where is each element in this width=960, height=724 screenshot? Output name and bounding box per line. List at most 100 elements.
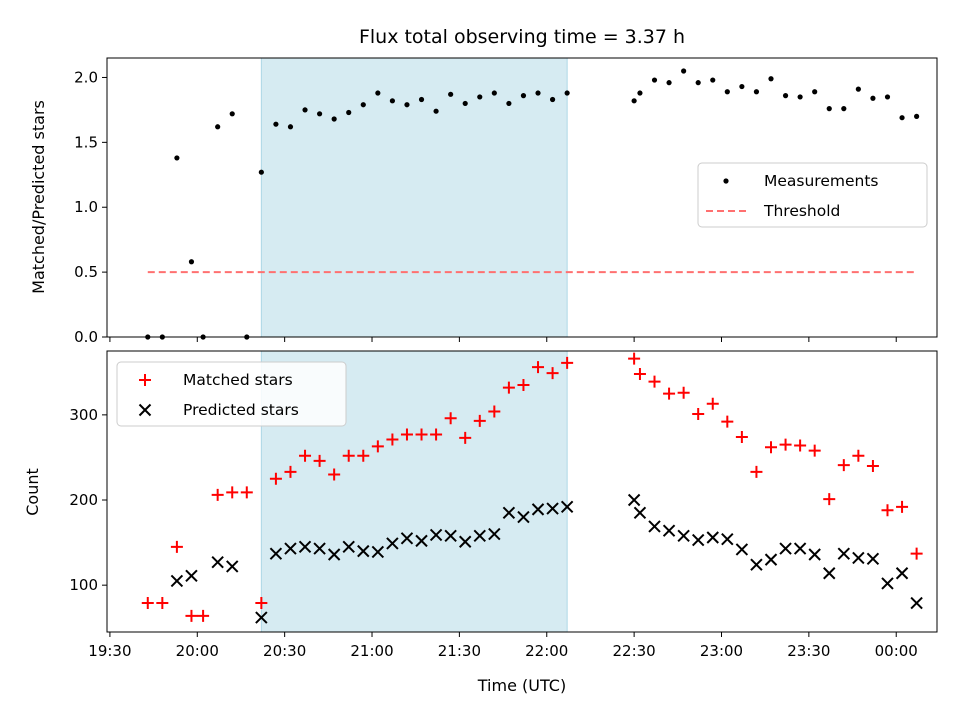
measurement-point xyxy=(273,121,279,127)
predicted-star-point xyxy=(269,547,283,560)
measurement-point xyxy=(215,124,221,130)
predicted-star-point xyxy=(211,555,224,569)
matched-star-point xyxy=(185,609,198,622)
x-tick-label: 21:00 xyxy=(350,642,393,660)
predicted-star-point xyxy=(866,552,880,565)
predicted-star-point xyxy=(627,493,641,507)
predicted-star-point xyxy=(750,558,763,571)
measurement-point xyxy=(302,107,308,113)
measurement-point xyxy=(651,77,658,83)
x-tick-label: 20:00 xyxy=(176,642,219,660)
measurement-point xyxy=(826,106,832,112)
matched-star-point xyxy=(371,440,384,453)
bottom-y-axis-label: Count xyxy=(23,468,42,516)
predicted-star-point xyxy=(662,524,676,537)
x-tick-label: 22:30 xyxy=(613,642,656,660)
matched-star-point xyxy=(779,438,792,451)
measurement-point xyxy=(174,155,180,161)
matched-star-point xyxy=(211,488,224,501)
matched-star-point xyxy=(896,500,909,513)
measurement-point xyxy=(346,109,352,116)
matched-star-point xyxy=(357,449,370,462)
predicted-star-point xyxy=(881,577,894,590)
matched-star-point xyxy=(284,465,297,478)
measurement-point xyxy=(477,94,483,100)
predicted-star-point xyxy=(284,542,297,555)
predicted-star-point xyxy=(488,527,501,541)
predicted-star-point xyxy=(779,542,792,555)
matched-star-point xyxy=(328,468,341,481)
matched-star-point xyxy=(823,493,836,506)
x-tick-label: 22:00 xyxy=(525,642,568,660)
measurement-point xyxy=(229,111,235,117)
measurement-point xyxy=(433,108,439,114)
matched-star-point xyxy=(532,361,545,374)
predicted-star-point xyxy=(327,548,341,561)
count-panel: 100 200 300 19:30 20:00 20:30 21:00 21:30 22:00 2… xyxy=(69,350,938,660)
matched-star-point xyxy=(313,454,326,467)
y-tick-label: 0.0 xyxy=(74,328,98,346)
measurement-point xyxy=(768,76,774,82)
measurement-point xyxy=(360,102,366,108)
predicted-star-point xyxy=(706,531,719,544)
legend-label: Matched stars xyxy=(183,371,293,389)
measurement-point xyxy=(375,90,381,96)
matched-star-point xyxy=(881,504,894,517)
predicted-star-point xyxy=(910,596,923,610)
measurement-point xyxy=(782,93,789,99)
measurement-point xyxy=(753,89,760,95)
predicted-star-point xyxy=(400,532,414,545)
y-tick-label: 0.5 xyxy=(74,263,98,281)
legend-box xyxy=(116,361,347,427)
matched-star-point xyxy=(240,486,253,499)
predicted-star-point xyxy=(517,510,530,524)
predicted-star-point xyxy=(444,529,457,542)
predicted-star-point xyxy=(459,535,472,548)
matched-star-point xyxy=(706,397,719,410)
predicted-star-point xyxy=(255,611,268,624)
measurement-point xyxy=(884,94,891,100)
matched-star-point xyxy=(386,433,399,446)
y-tick-label: 2.0 xyxy=(74,68,98,86)
x-tick-label: 21:30 xyxy=(438,642,481,660)
x-tick-label: 23:00 xyxy=(700,642,743,660)
matched-star-point xyxy=(415,428,428,441)
axes-frame xyxy=(106,57,938,338)
measurement-point xyxy=(258,169,264,175)
x-tick-label: 19:30 xyxy=(88,642,131,660)
matched-star-point xyxy=(502,381,515,394)
measurement-point xyxy=(637,90,643,96)
predicted-star-point xyxy=(298,540,312,554)
matched-star-point xyxy=(141,597,154,610)
matched-star-point xyxy=(430,428,443,441)
predicted-star-point xyxy=(531,503,545,516)
y-tick-label: 300 xyxy=(69,406,98,424)
matched-star-point xyxy=(837,459,850,472)
predicted-star-point xyxy=(185,569,198,583)
matched-star-point xyxy=(473,414,486,427)
measurement-point xyxy=(188,259,195,265)
predicted-star-point xyxy=(808,548,821,561)
predicted-star-point xyxy=(764,553,778,566)
predicted-star-point xyxy=(386,537,399,550)
matched-star-point xyxy=(628,352,641,365)
x-tick-label: 20:30 xyxy=(263,642,306,660)
predicted-star-point xyxy=(226,560,239,573)
predicted-star-point xyxy=(823,567,836,580)
measurement-point xyxy=(535,90,541,96)
matched-star-point xyxy=(677,386,690,399)
predicted-star-point xyxy=(313,542,326,555)
matched-star-point xyxy=(546,367,559,380)
measurement-point xyxy=(899,115,905,121)
measurement-point xyxy=(506,100,512,107)
predicted-star-point xyxy=(170,574,184,588)
measurement-point xyxy=(681,68,687,74)
predicted-star-point xyxy=(648,520,661,533)
measurement-point xyxy=(870,95,876,101)
ratio-panel: 0.0 0.5 1.0 1.5 2.0 Measurements Threshold xyxy=(74,57,938,346)
measurement-point xyxy=(448,91,454,97)
matched-star-point xyxy=(721,415,734,428)
y-tick-label: 200 xyxy=(69,491,98,509)
matched-star-point xyxy=(342,449,355,462)
